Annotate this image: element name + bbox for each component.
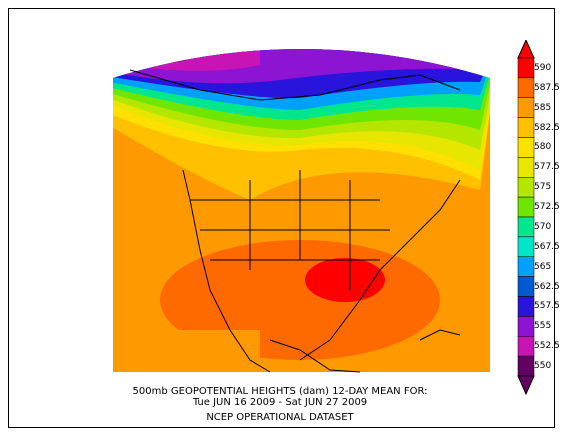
band-590 bbox=[305, 258, 385, 302]
state-borders bbox=[190, 170, 390, 290]
colorbar-swatch bbox=[517, 117, 535, 138]
colorbar-label: 572.5 bbox=[534, 202, 560, 213]
colorbar-label: 587.5 bbox=[534, 82, 560, 93]
colorbar-swatch bbox=[517, 316, 535, 337]
colorbar-label: 555 bbox=[534, 321, 552, 332]
colorbar-label: 562.5 bbox=[534, 281, 560, 292]
colorbar-swatch bbox=[517, 236, 535, 257]
colorbar-swatch bbox=[517, 196, 535, 218]
height-field bbox=[113, 49, 490, 372]
colorbar-swatch bbox=[517, 336, 535, 357]
colorbar-swatch bbox=[517, 137, 535, 158]
colorbar-top-arrow bbox=[517, 40, 535, 59]
band-552 bbox=[113, 49, 260, 71]
colorbar-label: 565 bbox=[534, 261, 552, 272]
cuba-outline bbox=[419, 329, 461, 341]
arctic-coast bbox=[129, 69, 461, 101]
colorbar-swatch bbox=[517, 256, 535, 277]
colorbar-swatch bbox=[517, 216, 535, 238]
gulf-east-coast bbox=[299, 179, 461, 361]
colorbar-label: 567.5 bbox=[534, 241, 560, 252]
colorbar-label: 570 bbox=[534, 221, 552, 232]
colorbar-swatch bbox=[517, 276, 535, 297]
colorbar-label: 550 bbox=[534, 361, 552, 372]
colorbar-swatch bbox=[517, 97, 535, 118]
caption-dataset: NCEP OPERATIONAL DATASET bbox=[206, 412, 354, 423]
colorbar-swatch bbox=[517, 355, 535, 377]
colorbar-bottom-arrow bbox=[517, 375, 535, 396]
colorbar-swatch bbox=[517, 157, 535, 178]
colorbar-label: 582.5 bbox=[534, 122, 560, 133]
caption-title: 500mb GEOPOTENTIAL HEIGHTS (dam) 12-DAY … bbox=[132, 386, 428, 397]
coastlines-and-borders bbox=[129, 69, 461, 373]
colorbar-label: 557.5 bbox=[534, 301, 560, 312]
band-585-south bbox=[113, 330, 260, 372]
mexico-outline bbox=[269, 339, 361, 373]
colorbar-label: 580 bbox=[534, 142, 552, 153]
colorbar bbox=[517, 40, 535, 396]
caption-dates: Tue JUN 16 2009 - Sat JUN 27 2009 bbox=[192, 397, 368, 408]
colorbar-label: 552.5 bbox=[534, 341, 560, 352]
band-550 bbox=[130, 49, 200, 63]
colorbar-label: 585 bbox=[534, 102, 552, 113]
colorbar-swatch bbox=[517, 57, 535, 79]
colorbar-label: 590 bbox=[534, 62, 552, 73]
colorbar-swatch bbox=[517, 177, 535, 198]
figure-frame bbox=[8, 8, 555, 428]
colorbar-swatch bbox=[517, 296, 535, 317]
colorbar-swatch bbox=[517, 77, 535, 98]
colorbar-label: 575 bbox=[534, 182, 552, 193]
colorbar-label: 577.5 bbox=[534, 162, 560, 173]
